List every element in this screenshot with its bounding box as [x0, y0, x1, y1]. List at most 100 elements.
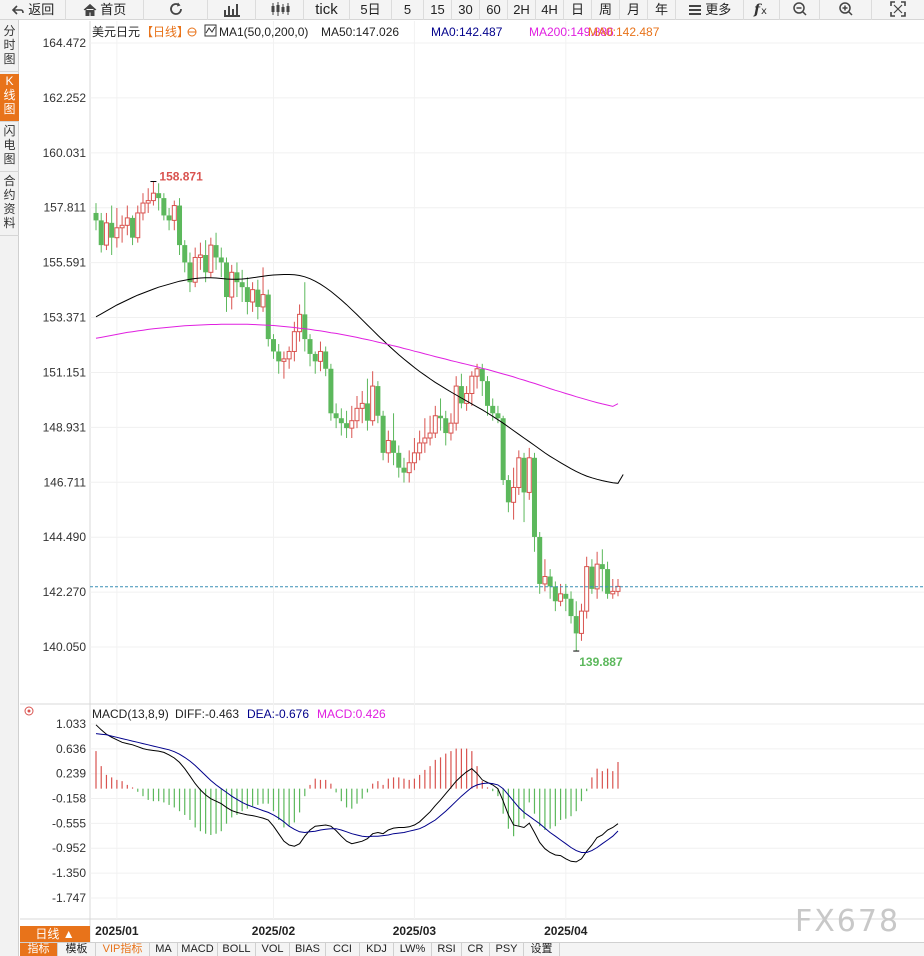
candle-body-up: [197, 254, 203, 258]
period-week[interactable]: 周: [592, 0, 620, 20]
macd-axis: 1.033 0.636 0.239 -0.158 -0.555 -0.952 -1.350 -…: [52, 717, 86, 905]
more-button[interactable]: 更多: [676, 0, 744, 20]
indicator-tab[interactable]: VIP指标: [96, 943, 150, 956]
zoom-out-button[interactable]: [780, 0, 820, 20]
indicator-tab[interactable]: RSI: [432, 943, 462, 956]
indicator-tab[interactable]: CR: [462, 943, 490, 956]
candle-body-up: [474, 368, 480, 377]
candle-body-up: [370, 385, 376, 422]
candle-body-down: [156, 193, 162, 199]
tab-timeshare[interactable]: 分时图: [0, 24, 19, 72]
candle-body-down: [218, 257, 224, 263]
macd-tick-label: -0.555: [52, 816, 86, 830]
moving-averages: [95, 274, 624, 484]
candle-body-down: [505, 480, 511, 503]
candle-body-down: [589, 566, 595, 589]
period-day[interactable]: 日: [564, 0, 592, 20]
candle-body-up: [103, 222, 109, 246]
tab-flash-label: 闪电图: [3, 124, 16, 166]
candle-body-up: [558, 593, 564, 602]
kline-chart[interactable]: 164.472 162.252 160.031 157.811 155.591 153.3…: [20, 21, 924, 942]
indicator-tab[interactable]: BOLL: [218, 943, 256, 956]
indicator-tab[interactable]: 设置: [524, 943, 560, 956]
candle-body-down: [239, 282, 245, 288]
period-year[interactable]: 年: [648, 0, 676, 20]
candle-body-up: [464, 392, 470, 404]
candlestick-type-button[interactable]: [256, 0, 304, 20]
candle-body-down: [605, 569, 611, 594]
macd-settings-icon[interactable]: [24, 706, 34, 716]
indicator-icon[interactable]: [204, 24, 217, 37]
tab-flash[interactable]: 闪电图: [0, 124, 19, 172]
candle-body-up: [448, 422, 454, 434]
candle-body-down: [364, 403, 370, 421]
candle-body-up: [411, 452, 417, 464]
settings-icon[interactable]: [187, 27, 197, 37]
candle-body-down: [234, 272, 240, 283]
candle-body-down: [265, 294, 271, 340]
price-tick-label: 162.252: [43, 91, 87, 105]
period-2h[interactable]: 2H: [508, 0, 536, 20]
candle-body-down: [98, 220, 104, 246]
candle-body-down: [187, 262, 193, 283]
chart-type-button[interactable]: [208, 0, 256, 20]
indicator-tab[interactable]: PSY: [490, 943, 524, 956]
indicator-tab[interactable]: MA: [150, 943, 178, 956]
ma200-line: [95, 323, 619, 407]
dea-line: [95, 733, 619, 853]
period-tick[interactable]: tick: [304, 0, 350, 20]
back-button[interactable]: 返回: [0, 0, 66, 20]
date-axis: 2025/01 2025/02 2025/03 2025/04: [95, 924, 588, 938]
period-15min[interactable]: 15: [424, 0, 452, 20]
period-5min[interactable]: 5: [392, 0, 424, 20]
period-60min[interactable]: 60: [480, 0, 508, 20]
period-30min[interactable]: 30: [452, 0, 480, 20]
candle-body-up: [297, 313, 303, 333]
candle-body-down: [166, 215, 172, 221]
indicator-tab[interactable]: MACD: [178, 943, 218, 956]
candle-body-down: [537, 536, 543, 584]
indicator-tab[interactable]: CCI: [326, 943, 360, 956]
candle-body-down: [401, 467, 407, 473]
period-5d[interactable]: 5日: [350, 0, 392, 20]
period-4h[interactable]: 4H: [536, 0, 564, 20]
candle-body-up: [427, 432, 433, 439]
indicator-tab[interactable]: KDJ: [360, 943, 394, 956]
candle-body-down: [552, 586, 558, 602]
period-selector[interactable]: 日线 ▲: [20, 926, 90, 942]
date-tick-label: 2025/02: [252, 924, 296, 938]
refresh-button[interactable]: [144, 0, 208, 20]
candle-body-down: [203, 255, 209, 273]
candle-body-up: [354, 407, 360, 422]
candle-body-up: [250, 289, 256, 303]
macd-tick-label: 1.033: [56, 717, 86, 731]
grid: [90, 21, 924, 919]
ma200-value: MA200:149.886: [529, 25, 614, 39]
period-month[interactable]: 月: [620, 0, 648, 20]
fullscreen-button[interactable]: [872, 0, 924, 20]
tab-timeshare-label: 分时图: [3, 24, 16, 66]
indicator-tab[interactable]: 模板: [58, 943, 96, 956]
macd-tick-label: -1.747: [52, 891, 86, 905]
candle-body-up: [422, 437, 428, 444]
zoom-in-button[interactable]: [820, 0, 872, 20]
candle-body-down: [333, 413, 339, 419]
candle-body-down: [323, 351, 329, 369]
price-tick-label: 151.151: [43, 365, 87, 379]
indicator-tab[interactable]: LW%: [394, 943, 432, 956]
indicator-tab[interactable]: 指标: [20, 943, 58, 956]
candle-body-down: [344, 423, 350, 429]
candle-body-up: [208, 244, 214, 273]
home-button[interactable]: 首页: [66, 0, 144, 20]
candle-body-up: [124, 217, 130, 226]
indicator-tab[interactable]: BIAS: [290, 943, 326, 956]
annotations: 158.871 139.887: [90, 170, 924, 669]
price-tick-label: 148.931: [43, 420, 87, 434]
bar-chart-icon: [223, 4, 240, 17]
ma0-value: MA0:142.487: [431, 25, 503, 39]
tab-contract-info[interactable]: 合约资料: [0, 174, 19, 236]
indicator-tab[interactable]: VOL: [256, 943, 290, 956]
macd-series: [95, 724, 619, 863]
